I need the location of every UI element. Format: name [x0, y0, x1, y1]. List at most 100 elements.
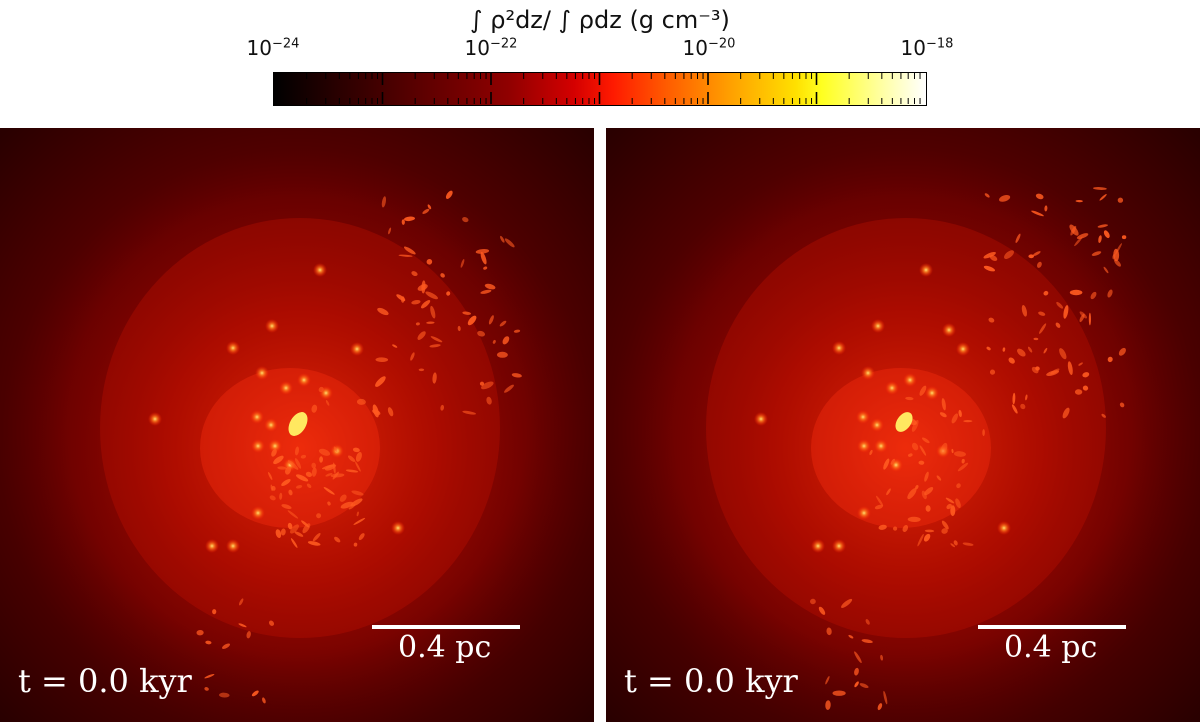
- gas-clump: [1059, 348, 1067, 360]
- gas-clump: [319, 456, 324, 463]
- gas-clump: [859, 683, 869, 689]
- gas-clump: [907, 516, 921, 523]
- gas-clump: [375, 357, 389, 363]
- gas-clump: [422, 208, 430, 215]
- gas-clump: [1107, 289, 1113, 298]
- gas-clump: [861, 639, 873, 644]
- gas-clump: [430, 305, 436, 319]
- density-map-left: 0.4 pc t = 0.0 kyr: [0, 128, 594, 722]
- gas-clump: [826, 627, 832, 636]
- gas-clump: [911, 442, 919, 451]
- gas-clump: [205, 640, 212, 645]
- gas-clump: [457, 325, 461, 332]
- gas-clump: [287, 522, 293, 530]
- gas-clump: [504, 384, 514, 393]
- gas-clump: [221, 643, 231, 649]
- gas-clump: [1107, 356, 1113, 363]
- gas-clump: [323, 487, 335, 495]
- gas-clump: [832, 690, 846, 696]
- gas-clump: [204, 687, 209, 691]
- gas-clump: [513, 329, 521, 333]
- colorbar-tick-label: 10−20: [682, 36, 736, 60]
- gas-clump: [297, 475, 303, 480]
- gas-clump: [204, 674, 215, 679]
- colorbar-title: ∫ ρ²dz/ ∫ ρdz (g cm⁻³): [470, 6, 730, 34]
- gas-clump: [1121, 235, 1127, 240]
- star-particle: [255, 366, 269, 380]
- gas-clump: [921, 437, 930, 444]
- gas-clump: [1112, 253, 1116, 260]
- density-image: [606, 128, 1200, 722]
- star-particle: [956, 342, 970, 356]
- gas-clump: [432, 372, 437, 384]
- gas-clump: [271, 448, 277, 457]
- gas-clump: [277, 466, 287, 470]
- gas-clump: [325, 473, 333, 477]
- star-particle: [279, 381, 293, 395]
- gas-clump: [1078, 362, 1083, 366]
- star-particle: [997, 521, 1011, 535]
- gas-clump: [484, 283, 496, 290]
- colorbar-tick-label: 10−24: [246, 36, 300, 60]
- gas-clump: [251, 690, 259, 697]
- gas-clump: [825, 700, 831, 710]
- gas-clump: [492, 339, 496, 344]
- colorbar: [273, 72, 927, 106]
- gas-clump: [986, 346, 991, 351]
- gas-clump: [410, 352, 415, 361]
- gas-clump: [1103, 230, 1110, 239]
- star-particle: [148, 412, 162, 426]
- gas-clump: [1055, 322, 1061, 328]
- star-particle: [391, 521, 405, 535]
- gas-clump: [1027, 346, 1033, 353]
- gas-clump: [921, 490, 927, 500]
- gas-clump: [333, 446, 338, 453]
- gas-clump: [246, 631, 251, 639]
- gas-clump: [311, 462, 317, 469]
- gas-clump: [919, 445, 927, 456]
- gas-clump: [1063, 305, 1069, 319]
- gas-clump: [953, 540, 958, 546]
- gas-clump: [1070, 225, 1077, 236]
- gas-clump: [1082, 372, 1090, 378]
- gas-clump: [876, 495, 884, 507]
- gas-clump: [440, 404, 445, 411]
- star-particle: [205, 539, 219, 553]
- star-particle: [889, 458, 903, 472]
- gas-clump: [955, 498, 961, 509]
- gas-clump: [1088, 312, 1091, 326]
- gas-clump: [940, 442, 948, 455]
- gas-clump: [989, 369, 996, 375]
- gas-clump: [462, 410, 477, 415]
- gas-clump: [285, 466, 291, 475]
- gas-clump: [1117, 197, 1124, 203]
- gas-clump: [330, 473, 345, 478]
- gas-clump: [356, 398, 366, 405]
- gas-clump: [496, 351, 508, 358]
- gas-clump: [999, 195, 1011, 202]
- gas-clump: [1004, 250, 1014, 259]
- gas-clump: [1056, 301, 1064, 309]
- gas-clump: [305, 471, 312, 478]
- gas-clump: [327, 501, 331, 506]
- star-particle: [811, 539, 825, 553]
- gas-clump: [874, 504, 883, 510]
- gas-clump: [499, 320, 507, 327]
- gas-clump: [356, 511, 359, 517]
- gas-clump: [306, 483, 312, 489]
- gas-clump: [279, 492, 283, 500]
- gas-clump: [377, 307, 389, 316]
- gas-clump: [268, 472, 273, 480]
- gas-clump: [854, 651, 862, 664]
- gas-clump: [500, 235, 505, 243]
- gas-clump: [440, 273, 445, 278]
- gas-clump: [1067, 361, 1073, 376]
- colorbar-tick-label: 10−22: [464, 36, 518, 60]
- gas-clump: [1074, 236, 1083, 247]
- gas-clump: [480, 252, 487, 265]
- gas-clump: [1082, 385, 1089, 391]
- gas-clump: [345, 469, 359, 473]
- gas-clump: [358, 533, 365, 541]
- gas-clump: [989, 254, 998, 262]
- star-particle: [874, 439, 888, 453]
